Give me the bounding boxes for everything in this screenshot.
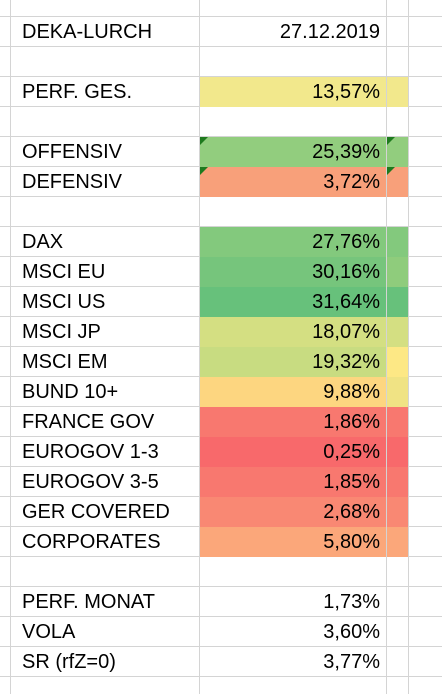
cell-value[interactable] — [200, 347, 386, 377]
row-value: 13,57% — [312, 81, 380, 103]
cell-value[interactable] — [200, 77, 386, 107]
row-value: 18,07% — [312, 321, 380, 343]
row-value: 1,73% — [323, 591, 380, 613]
row-defensiv: DEFENSIV 3,72% — [0, 167, 442, 197]
row-label: MSCI US — [22, 291, 106, 313]
row-dax: DAX 27,76% — [0, 227, 442, 257]
comment-marker-icon[interactable] — [387, 137, 395, 145]
row-msci-eu: MSCI EU 30,16% — [0, 257, 442, 287]
cell-extra[interactable] — [387, 257, 408, 287]
cell-extra[interactable] — [387, 287, 408, 317]
cell-extra[interactable] — [387, 497, 408, 527]
row-vola: VOLA 3,60% — [0, 617, 442, 647]
row-value: 2,68% — [323, 501, 380, 523]
header-row: DEKA-LURCH 27.12.2019 — [0, 17, 442, 47]
comment-marker-icon[interactable] — [200, 167, 208, 175]
row-value: 3,60% — [323, 621, 380, 643]
gridline-vertical — [386, 0, 387, 694]
cell-value[interactable] — [200, 137, 386, 167]
gridline-horizontal — [0, 76, 442, 77]
row-france-gov: FRANCE GOV 1,86% — [0, 407, 442, 437]
cell-value[interactable] — [200, 287, 386, 317]
row-value: 1,86% — [323, 411, 380, 433]
cell-extra[interactable] — [387, 317, 408, 347]
cell-extra[interactable] — [387, 347, 408, 377]
row-label: VOLA — [22, 621, 76, 643]
row-perf-monat: PERF. MONAT 1,73% — [0, 587, 442, 617]
row-value: 5,80% — [323, 531, 380, 553]
row-msci-us: MSCI US 31,64% — [0, 287, 442, 317]
row-value: 9,88% — [323, 381, 380, 403]
row-value: 19,32% — [312, 351, 380, 373]
cell-value[interactable] — [200, 527, 386, 557]
gridline-horizontal — [0, 586, 442, 587]
row-value: 1,85% — [323, 471, 380, 493]
gridline-horizontal — [0, 616, 442, 617]
cell-extra[interactable] — [387, 77, 408, 107]
row-label: CORPORATES — [22, 531, 161, 553]
gridline-horizontal — [0, 46, 442, 47]
comment-marker-icon[interactable] — [200, 137, 208, 145]
gridline-horizontal — [0, 136, 442, 137]
row-label: SR (rfZ=0) — [22, 651, 116, 673]
row-value: 31,64% — [312, 291, 380, 313]
cell-value[interactable] — [200, 497, 386, 527]
row-value: 25,39% — [312, 141, 380, 163]
gridline-vertical — [408, 0, 409, 694]
row-label: MSCI EU — [22, 261, 106, 283]
row-value: 3,72% — [323, 171, 380, 193]
row-eurogov-3-5: EUROGOV 3-5 1,85% — [0, 467, 442, 497]
gridline-horizontal — [0, 646, 442, 647]
cell-value[interactable] — [200, 167, 386, 197]
comment-marker-icon[interactable] — [387, 167, 395, 175]
row-corporates: CORPORATES 5,80% — [0, 527, 442, 557]
row-label: MSCI JP — [22, 321, 101, 343]
gridline-vertical — [10, 0, 11, 694]
cell-value[interactable] — [200, 467, 386, 497]
cell-value[interactable] — [200, 377, 386, 407]
row-label: PERF. MONAT — [22, 591, 155, 613]
fund-name-label: DEKA-LURCH — [22, 21, 153, 43]
row-sharpe-ratio: SR (rfZ=0) 3,77% — [0, 647, 442, 677]
row-label: BUND 10+ — [22, 381, 119, 403]
gridline-horizontal — [0, 226, 442, 227]
gridline-horizontal — [0, 16, 442, 17]
row-msci-em: MSCI EM 19,32% — [0, 347, 442, 377]
date-value: 27.12.2019 — [279, 21, 380, 43]
row-label: PERF. GES. — [22, 81, 133, 103]
row-offensiv: OFFENSIV 25,39% — [0, 137, 442, 167]
row-value: 27,76% — [312, 231, 380, 253]
cell-value[interactable] — [200, 407, 386, 437]
row-value: 30,16% — [312, 261, 380, 283]
cell-extra[interactable] — [387, 227, 408, 257]
cell-extra[interactable] — [387, 467, 408, 497]
row-value: 3,77% — [323, 651, 380, 673]
row-eurogov-1-3: EUROGOV 1-3 0,25% — [0, 437, 442, 467]
cell-value[interactable] — [200, 227, 386, 257]
row-perf-ges: PERF. GES. 13,57% — [0, 77, 442, 107]
row-label: EUROGOV 3-5 — [22, 471, 159, 493]
cell-extra[interactable] — [387, 437, 408, 467]
row-label: DEFENSIV — [22, 171, 123, 193]
row-label: OFFENSIV — [22, 141, 123, 163]
row-msci-jp: MSCI JP 18,07% — [0, 317, 442, 347]
cell-extra[interactable] — [387, 377, 408, 407]
row-label: FRANCE GOV — [22, 411, 155, 433]
cell-extra[interactable] — [387, 407, 408, 437]
cell-extra[interactable] — [387, 527, 408, 557]
gridline-horizontal — [0, 676, 442, 677]
row-label: GER COVERED — [22, 501, 170, 523]
cell-value[interactable] — [200, 257, 386, 287]
row-ger-covered: GER COVERED 2,68% — [0, 497, 442, 527]
gridline-vertical — [199, 0, 200, 694]
cell-value[interactable] — [200, 317, 386, 347]
row-bund-10: BUND 10+ 9,88% — [0, 377, 442, 407]
row-label: EUROGOV 1-3 — [22, 441, 159, 463]
row-value: 0,25% — [323, 441, 380, 463]
row-label: DAX — [22, 231, 64, 253]
cell-value[interactable] — [200, 437, 386, 467]
row-label: MSCI EM — [22, 351, 108, 373]
